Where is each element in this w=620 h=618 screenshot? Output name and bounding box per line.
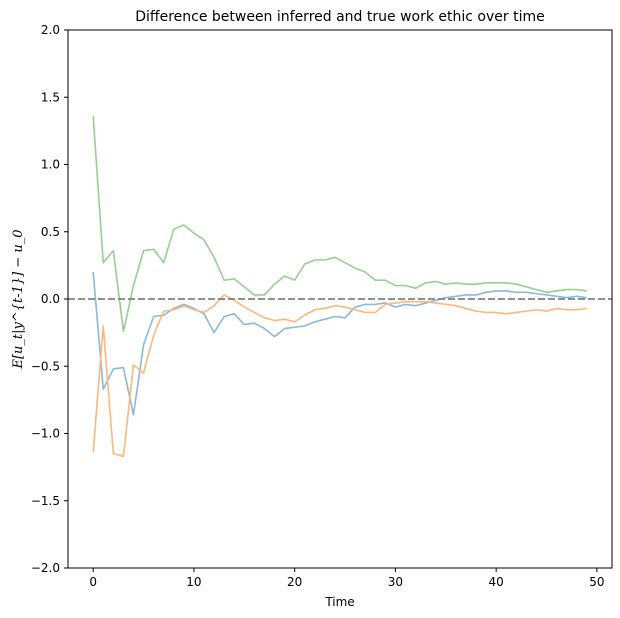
x-tick-label: 10 xyxy=(186,575,201,589)
y-tick-label: 0.5 xyxy=(41,225,60,239)
plot-lines xyxy=(92,116,587,458)
x-tick-label: 20 xyxy=(287,575,302,589)
series-line-2 xyxy=(92,294,587,458)
y-tick-label: −1.5 xyxy=(31,494,60,508)
chart-title: Difference between inferred and true wor… xyxy=(135,9,544,25)
x-axis: 0 10 20 30 40 50 xyxy=(89,568,605,589)
y-tick-label: 1.0 xyxy=(41,158,60,172)
y-tick-label: 1.5 xyxy=(41,90,60,104)
y-tick-label: −1.0 xyxy=(31,427,60,441)
x-axis-label: Time xyxy=(324,595,354,609)
y-axis: −2.0 −1.5 −1.0 −0.5 0.0 0.5 1.0 1.5 2.0 xyxy=(31,23,68,575)
y-tick-label: −2.0 xyxy=(31,561,60,575)
x-tick-label: 40 xyxy=(489,575,504,589)
y-tick-label: −0.5 xyxy=(31,359,60,373)
series-line-3 xyxy=(92,116,587,333)
y-tick-label: 2.0 xyxy=(41,23,60,37)
y-axis-label: E[u_t|y^{t-1}] − u_0 xyxy=(11,229,26,369)
x-tick-label: 50 xyxy=(589,575,604,589)
y-tick-label: 0.0 xyxy=(41,292,60,306)
x-tick-label: 30 xyxy=(388,575,403,589)
x-tick-label: 0 xyxy=(89,575,97,589)
series-line-1 xyxy=(92,272,587,416)
